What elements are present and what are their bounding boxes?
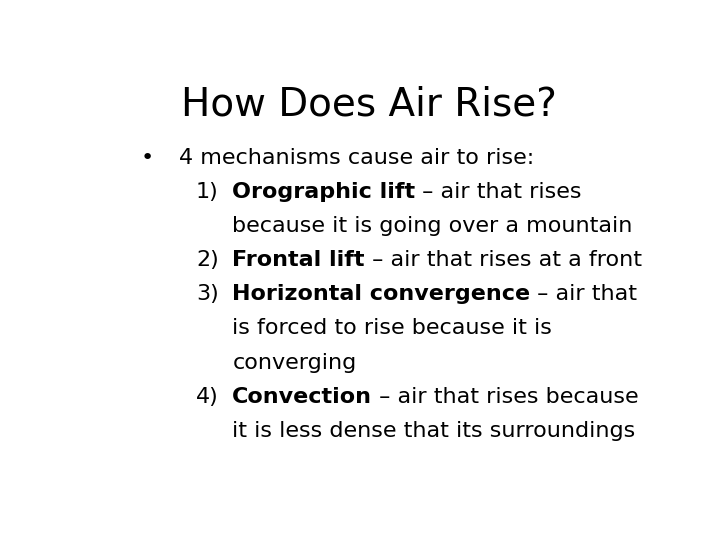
Text: – air that: – air that — [531, 285, 637, 305]
Text: is forced to rise because it is: is forced to rise because it is — [233, 319, 552, 339]
Text: 4): 4) — [196, 387, 219, 407]
Text: – air that rises: – air that rises — [415, 182, 582, 202]
Text: •: • — [140, 148, 153, 168]
Text: – air that rises at a front: – air that rises at a front — [365, 250, 642, 270]
Text: 2): 2) — [196, 250, 219, 270]
Text: Convection: Convection — [233, 387, 372, 407]
Text: 3): 3) — [196, 285, 219, 305]
Text: – air that rises because: – air that rises because — [372, 387, 639, 407]
Text: Orographic lift: Orographic lift — [233, 182, 415, 202]
Text: Frontal lift: Frontal lift — [233, 250, 365, 270]
Text: How Does Air Rise?: How Does Air Rise? — [181, 85, 557, 124]
Text: converging: converging — [233, 353, 356, 373]
Text: 1): 1) — [196, 182, 219, 202]
Text: Horizontal convergence: Horizontal convergence — [233, 285, 531, 305]
Text: 4 mechanisms cause air to rise:: 4 mechanisms cause air to rise: — [179, 148, 534, 168]
Text: because it is going over a mountain: because it is going over a mountain — [233, 216, 633, 236]
Text: it is less dense that its surroundings: it is less dense that its surroundings — [233, 421, 636, 441]
